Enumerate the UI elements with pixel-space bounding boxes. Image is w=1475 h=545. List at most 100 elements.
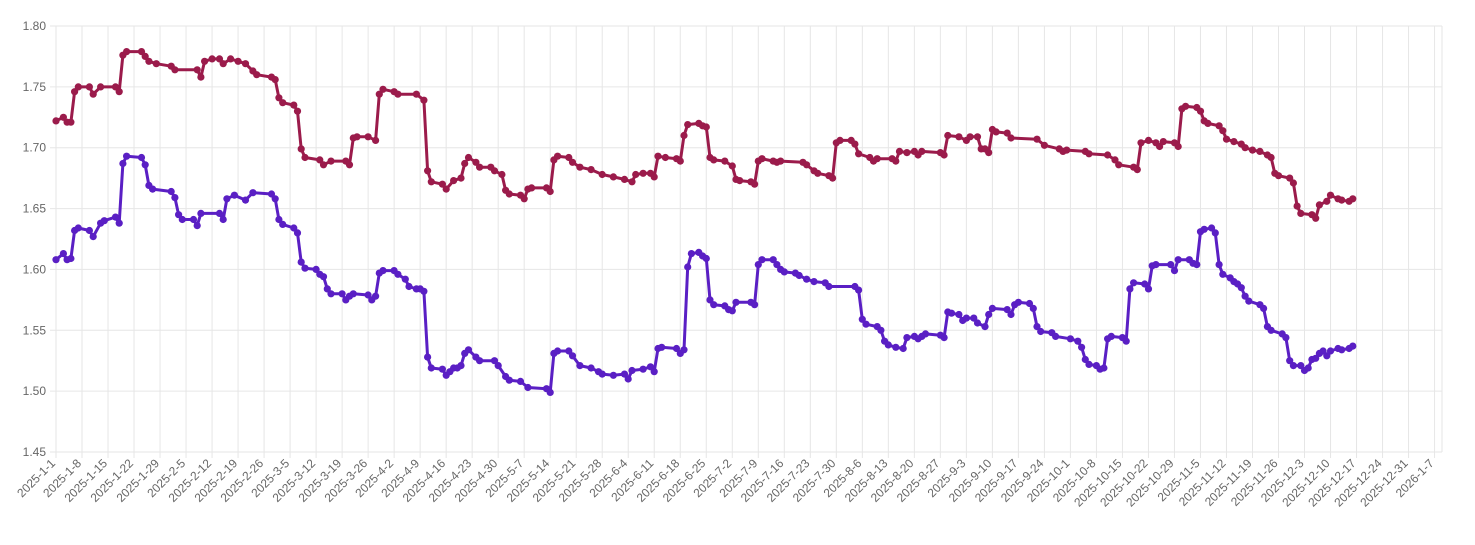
series-1-point bbox=[632, 170, 640, 179]
series-1-point bbox=[1286, 174, 1294, 182]
series-2-point bbox=[1052, 332, 1060, 340]
series-1-point bbox=[1222, 135, 1231, 143]
series-1-point bbox=[1174, 142, 1182, 151]
series-1-point bbox=[52, 117, 60, 125]
series-2-point bbox=[1085, 360, 1093, 368]
series-1-point bbox=[892, 157, 900, 165]
series-2-point bbox=[1126, 285, 1134, 293]
series-2-point bbox=[74, 224, 82, 232]
series-1-point bbox=[152, 60, 160, 68]
series-1-point bbox=[193, 66, 201, 74]
series-1-point bbox=[639, 169, 647, 177]
series-2-point bbox=[427, 364, 435, 372]
series-2-point bbox=[1029, 304, 1037, 312]
series-1-point bbox=[992, 128, 1000, 136]
series-1-point bbox=[394, 90, 402, 98]
series-2-point bbox=[1208, 224, 1216, 232]
series-2-point bbox=[899, 344, 907, 353]
series-1-point bbox=[554, 152, 562, 160]
series-1-point bbox=[450, 177, 458, 185]
series-2-point bbox=[1066, 335, 1074, 343]
series-2-point bbox=[1349, 342, 1357, 350]
series-2-point bbox=[955, 310, 963, 319]
series-2-point bbox=[394, 270, 402, 278]
series-1-point bbox=[721, 157, 729, 165]
series-2-point bbox=[405, 282, 413, 291]
series-2-point bbox=[505, 376, 513, 384]
series-2-point bbox=[1312, 354, 1320, 362]
series-1-point bbox=[316, 156, 324, 164]
series-2-point bbox=[197, 209, 205, 217]
series-2-point bbox=[858, 315, 866, 323]
series-2-point bbox=[780, 268, 788, 276]
series-1-point bbox=[1312, 214, 1320, 222]
series-2-point bbox=[609, 371, 618, 379]
series-1-point bbox=[973, 133, 982, 141]
series-2-point bbox=[1267, 326, 1275, 334]
series-1-point bbox=[609, 173, 618, 181]
series-2-point bbox=[167, 187, 175, 196]
series-1-point bbox=[141, 52, 149, 61]
series-1-point bbox=[1219, 127, 1227, 135]
series-2-point bbox=[803, 275, 811, 283]
series-1-point bbox=[598, 170, 606, 179]
y-tick-label: 1.70 bbox=[23, 141, 47, 155]
series-2-point bbox=[215, 209, 224, 217]
series-2-point bbox=[290, 224, 298, 232]
series-2-point bbox=[301, 264, 309, 272]
series-1-point bbox=[293, 107, 302, 115]
series-2-point bbox=[85, 226, 93, 235]
series-1-point bbox=[327, 157, 335, 165]
series-1-point bbox=[895, 147, 904, 155]
series-1-point bbox=[777, 157, 785, 165]
series-2-point bbox=[1037, 327, 1045, 336]
series-2-point bbox=[401, 275, 409, 283]
series-2-point bbox=[728, 307, 736, 315]
series-2-point bbox=[546, 388, 554, 396]
series-2-point bbox=[1033, 323, 1041, 331]
series-1-point bbox=[680, 131, 688, 140]
series-1-point bbox=[628, 178, 636, 186]
series-2-point bbox=[884, 341, 892, 349]
series-2-point bbox=[1304, 364, 1312, 372]
series-2-point bbox=[751, 301, 759, 309]
series-2-point bbox=[892, 343, 900, 351]
series-1-point bbox=[587, 166, 595, 174]
series-2-point bbox=[973, 319, 982, 327]
series-2-point bbox=[646, 363, 655, 371]
series-2-point bbox=[230, 191, 238, 199]
series-1-point bbox=[234, 57, 242, 65]
series-2-point bbox=[1286, 357, 1294, 365]
series-2-point bbox=[293, 229, 302, 237]
series-2-point bbox=[524, 383, 532, 392]
series-2-point bbox=[372, 292, 380, 300]
series-2-point bbox=[732, 298, 740, 306]
series-2-point bbox=[639, 365, 647, 373]
series-1-point bbox=[568, 158, 577, 166]
series-2-point bbox=[119, 159, 127, 168]
series-1-point bbox=[505, 190, 513, 198]
series-1-point bbox=[442, 185, 450, 193]
series-2-point bbox=[981, 323, 989, 331]
series-2-point bbox=[424, 353, 432, 361]
series-1-point bbox=[1248, 146, 1257, 154]
series-2-point bbox=[476, 357, 484, 365]
series-1-point bbox=[728, 162, 736, 170]
series-2-point bbox=[568, 352, 577, 360]
series-1-point bbox=[372, 136, 380, 144]
series-2-point bbox=[1100, 364, 1108, 372]
series-1-point bbox=[1085, 150, 1093, 158]
series-1-point bbox=[472, 158, 480, 166]
series-1-point bbox=[520, 195, 528, 203]
series-1-point bbox=[279, 99, 287, 107]
series-1-point bbox=[375, 90, 383, 98]
series-1-point bbox=[836, 136, 844, 144]
series-2-point bbox=[193, 222, 201, 230]
series-2-point bbox=[684, 263, 692, 271]
series-2-point bbox=[1122, 337, 1130, 345]
series-1-point bbox=[676, 157, 684, 165]
series-2-point bbox=[810, 278, 818, 286]
series-2-point bbox=[141, 161, 149, 169]
series-2-point bbox=[970, 314, 978, 322]
series-2-point bbox=[877, 326, 885, 334]
